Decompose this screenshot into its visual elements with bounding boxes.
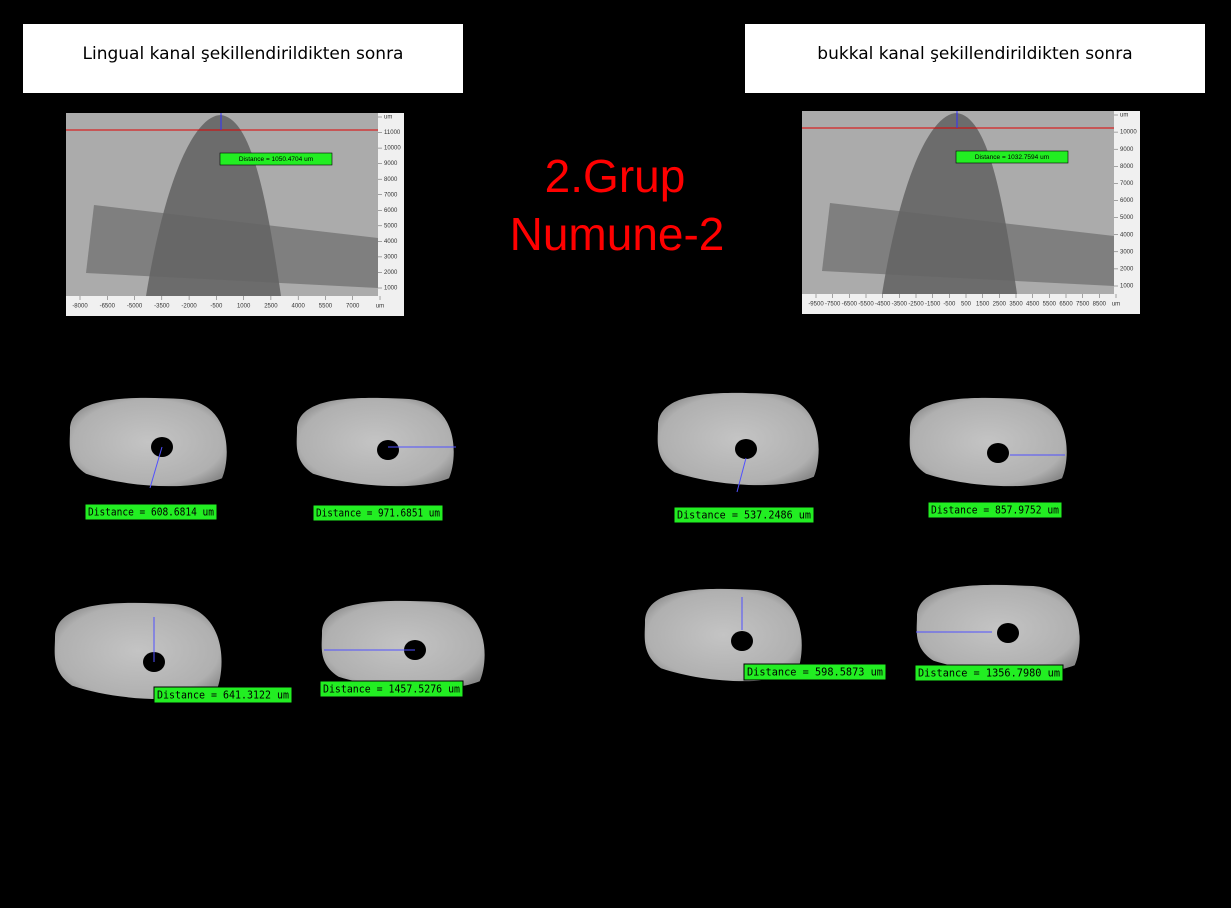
x-tick-label: -500	[210, 304, 223, 310]
canal	[997, 623, 1019, 643]
slide: Lingual kanal şekillendirildikten sonra …	[0, 0, 1231, 908]
x-tick-label: 7000	[346, 304, 360, 310]
x-tick-label: -5000	[127, 304, 143, 310]
header-text: Lingual kanal şekillendirildikten sonra	[83, 44, 404, 64]
header-text: bukkal kanal şekillendirildikten sonra	[817, 44, 1132, 64]
distance-label: Distance = 971.6851 um	[316, 507, 440, 520]
x-tick-label: -2000	[181, 304, 197, 310]
title: 2.Grup	[545, 150, 686, 202]
y-tick-label: 6000	[1120, 198, 1134, 204]
x-tick-label: 6500	[1059, 302, 1073, 308]
y-tick-label: 4000	[1120, 232, 1134, 238]
y-tick-label: 3000	[384, 254, 398, 260]
canal	[377, 440, 399, 460]
distance-label: Distance = 1032.7594 um	[975, 154, 1049, 161]
x-tick-label: 2500	[993, 302, 1007, 308]
y-tick-label: 11000	[384, 130, 401, 136]
cross-section	[322, 601, 485, 689]
y-tick-label: 1000	[1120, 284, 1134, 290]
y-tick-label: 2000	[384, 270, 398, 276]
xray-image: Distance = 1032.7594 um um 10000 9000 8000 70…	[802, 111, 1140, 314]
x-tick-label: 2500	[264, 304, 278, 310]
x-tick-label: -6500	[842, 302, 858, 308]
x-tick-label: -5500	[858, 302, 874, 308]
cross-section	[910, 398, 1067, 486]
y-tick-label: 6000	[384, 208, 398, 214]
x-tick-label: -500	[943, 302, 956, 308]
x-tick-label: 8500	[1093, 302, 1107, 308]
x-tick-label: -3500	[892, 302, 908, 308]
distance-label: Distance = 1050.4704 um	[239, 156, 313, 163]
xray-image: Distance = 1050.4704 um um 11000 10000 9000 8…	[66, 113, 404, 316]
x-tick-label: 5500	[1043, 302, 1057, 308]
x-tick-label: 3500	[1009, 302, 1023, 308]
y-tick-label: 9000	[1120, 147, 1134, 153]
x-tick-label: um	[376, 304, 384, 310]
y-tick-label: 8000	[384, 177, 398, 183]
y-tick-label: um	[1120, 113, 1128, 119]
distance-label: Distance = 608.6814 um	[88, 506, 214, 519]
x-tick-label: 5500	[319, 304, 333, 310]
canal	[735, 439, 757, 459]
y-tick-label: 5000	[1120, 215, 1134, 221]
x-tick-label: -1500	[925, 302, 941, 308]
x-tick-label: um	[1112, 302, 1120, 308]
cross-section	[297, 398, 454, 486]
y-tick-label: 9000	[384, 161, 398, 167]
x-tick-label: -6500	[100, 304, 116, 310]
cross-section	[70, 398, 227, 486]
distance-label: Distance = 641.3122 um	[157, 689, 289, 702]
y-tick-label: 8000	[1120, 164, 1134, 170]
x-tick-label: 4500	[1026, 302, 1040, 308]
distance-label: Distance = 1356.7980 um	[918, 667, 1060, 680]
x-tick-label: 4000	[292, 304, 306, 310]
y-tick-label: um	[384, 115, 392, 121]
cross-section	[55, 603, 222, 699]
x-tick-label: 1500	[976, 302, 990, 308]
distance-label: Distance = 857.9752 um	[931, 504, 1059, 517]
y-tick-label: 10000	[1120, 130, 1137, 136]
distance-label: Distance = 537.2486 um	[677, 509, 811, 522]
y-tick-label: 7000	[384, 192, 398, 198]
canal	[987, 443, 1009, 463]
distance-label: Distance = 1457.5276 um	[323, 683, 460, 696]
y-tick-label: 1000	[384, 286, 398, 292]
x-tick-label: 500	[961, 302, 972, 308]
distance-label: Distance = 598.5873 um	[747, 666, 883, 679]
y-tick-label: 4000	[384, 239, 398, 245]
x-tick-label: 1000	[237, 304, 251, 310]
subtitle: Numune-2	[510, 208, 725, 260]
cross-section	[658, 393, 819, 485]
y-tick-label: 2000	[1120, 266, 1134, 272]
x-tick-label: -9500	[808, 302, 824, 308]
y-tick-label: 7000	[1120, 181, 1134, 187]
y-tick-label: 3000	[1120, 249, 1134, 255]
x-tick-label: -3500	[154, 304, 170, 310]
x-tick-label: -4500	[875, 302, 891, 308]
y-tick-label: 10000	[384, 146, 401, 152]
canal	[731, 631, 753, 651]
x-tick-label: 7500	[1076, 302, 1090, 308]
x-tick-label: -2500	[908, 302, 924, 308]
x-tick-label: -8000	[72, 304, 88, 310]
y-tick-label: 5000	[384, 223, 398, 229]
x-tick-label: -7500	[825, 302, 841, 308]
